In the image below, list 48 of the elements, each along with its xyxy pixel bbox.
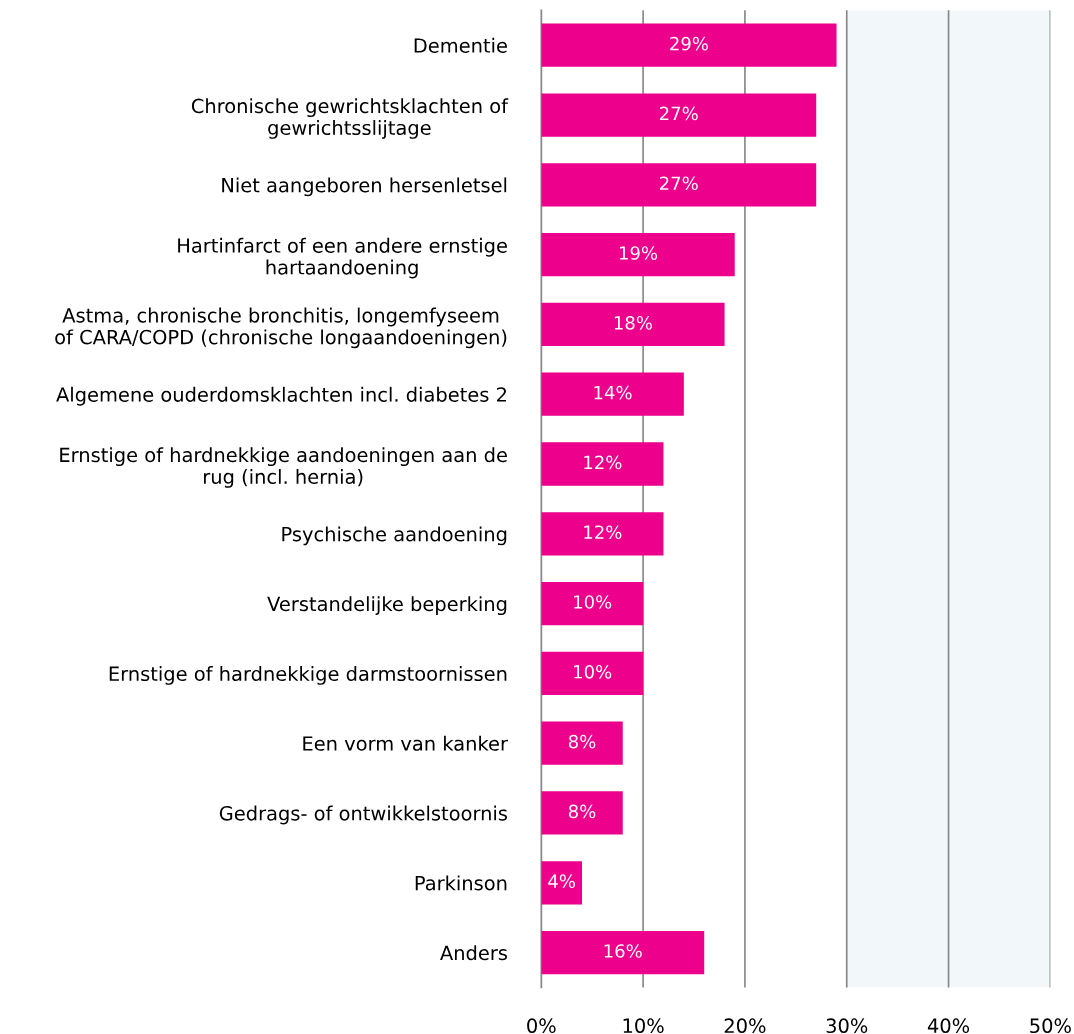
bar bbox=[541, 372, 684, 416]
data-label: 10% bbox=[574, 595, 612, 609]
y-tick-label: Algemene ouderdomsklachten incl. diabetes 2 bbox=[56, 386, 507, 406]
x-tick-label: 10% bbox=[623, 1018, 664, 1034]
y-tick-label: Gedrags- of ontwikkelstoornis bbox=[219, 805, 508, 825]
y-tick-label: Niet aangeboren hersenletsel bbox=[222, 177, 507, 197]
bar bbox=[541, 93, 817, 137]
bar bbox=[541, 721, 623, 765]
data-label: 8% bbox=[568, 734, 596, 749]
bar bbox=[541, 581, 644, 626]
data-label: 27% bbox=[660, 106, 698, 121]
x-tick-label: 30% bbox=[826, 1018, 868, 1034]
data-label: 27% bbox=[660, 176, 698, 191]
y-tick-label: Psychische aandoening bbox=[282, 526, 507, 546]
y-tick-label: Astma, chronische bronchitis, longemfyseem of CARA/COPD (chronische longaandoeningen) bbox=[55, 307, 507, 349]
data-label: 14% bbox=[594, 385, 632, 400]
x-tick-label: 40% bbox=[927, 1018, 970, 1034]
data-label: 19% bbox=[619, 246, 658, 260]
y-tick-label: Hartinfarct of een andere ernstige hartaandoening bbox=[178, 237, 507, 279]
data-label: 8% bbox=[568, 804, 596, 819]
y-tick-label: Dementie bbox=[414, 37, 507, 53]
x-tick-label: 0% bbox=[527, 1018, 556, 1034]
data-label: 18% bbox=[614, 316, 652, 330]
data-label: 12% bbox=[584, 455, 622, 470]
y-tick-label: Anders bbox=[440, 945, 508, 961]
data-label: 12% bbox=[584, 525, 622, 540]
bar bbox=[541, 232, 735, 277]
x-tick-label: 20% bbox=[724, 1018, 766, 1034]
bar bbox=[541, 861, 583, 905]
data-label: 10% bbox=[574, 664, 612, 679]
data-label: 4% bbox=[548, 874, 575, 889]
bar bbox=[541, 302, 725, 347]
x-tick-label: 50% bbox=[1030, 1018, 1071, 1034]
y-tick-label: Ernstige of hardnekkige darmstoornissen bbox=[109, 666, 507, 685]
bar bbox=[541, 791, 623, 835]
y-tick-label: Chronische gewrichtsklachten of gewrichtsslijtage bbox=[191, 98, 509, 139]
y-tick-label: Verstandelijke beperking bbox=[267, 596, 507, 616]
y-tick-label: Parkinson bbox=[415, 875, 507, 891]
data-label: 16% bbox=[604, 944, 642, 958]
bar bbox=[541, 930, 705, 975]
y-tick-label: Ernstige of hardnekkige aandoeningen aan de rug (incl. hernia) bbox=[60, 447, 507, 488]
data-label: 29% bbox=[670, 36, 708, 51]
bar bbox=[541, 163, 817, 207]
bar bbox=[541, 23, 837, 67]
bar bbox=[541, 442, 664, 486]
bar bbox=[541, 512, 664, 556]
y-tick-label: Een vorm van kanker bbox=[303, 735, 508, 751]
bar bbox=[541, 651, 644, 696]
